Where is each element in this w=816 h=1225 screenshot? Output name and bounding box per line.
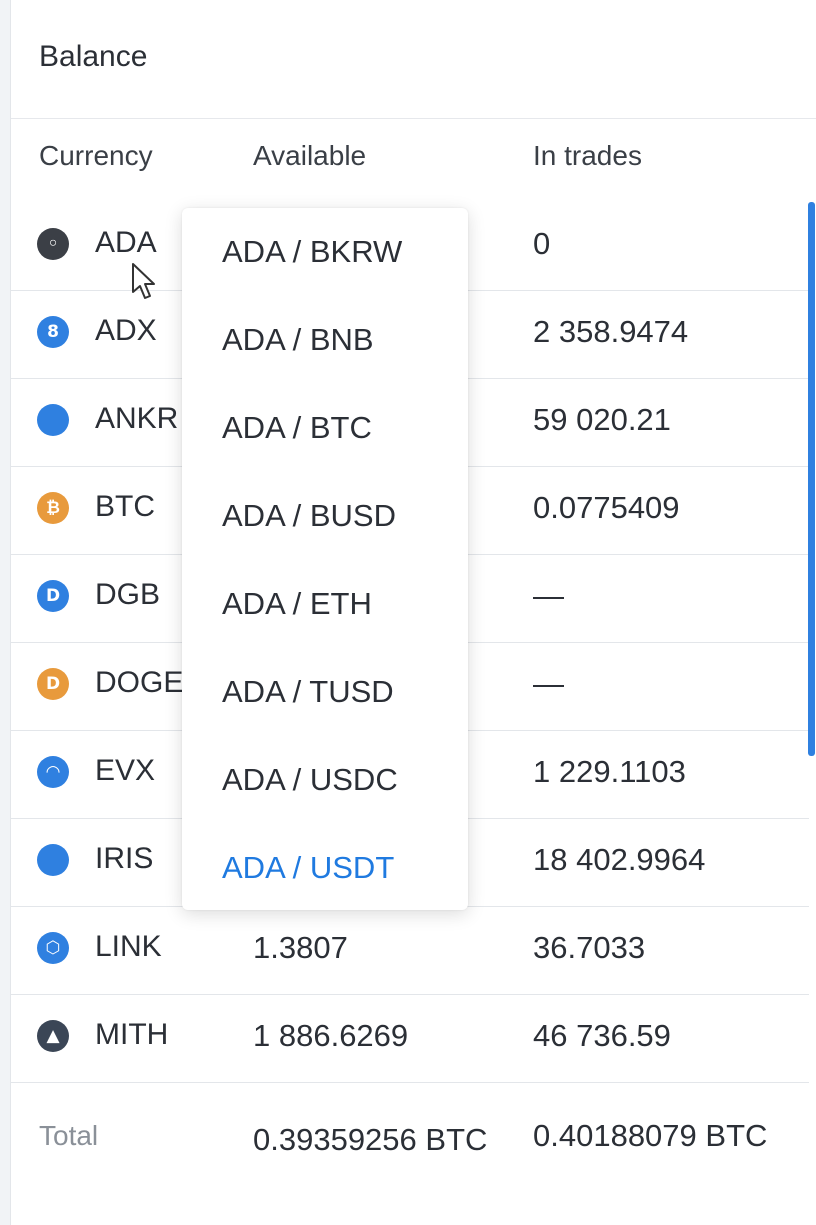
pair-option[interactable]: ADA / USDT — [222, 850, 395, 885]
column-header-available[interactable]: Available — [253, 140, 367, 171]
table-row[interactable]: ⬡ LINK 1.3807 36.7033 — [11, 906, 809, 995]
pair-option[interactable]: ADA / BTC — [222, 410, 372, 445]
pair-option[interactable]: ADA / ETH — [222, 586, 372, 621]
pair-dropdown-menu: ADA / BKRW ADA / BNB ADA / BTC ADA / BUSD AD… — [182, 208, 468, 910]
currency-name[interactable]: DGB — [95, 578, 161, 611]
pair-option[interactable]: ADA / TUSD — [222, 674, 394, 709]
table-scrollbar[interactable] — [808, 202, 815, 756]
table-row[interactable]: ANKR 59 020.21 — [11, 378, 809, 467]
currency-name[interactable]: BTC — [95, 490, 155, 523]
total-label: Total — [39, 1120, 99, 1151]
column-header-currency[interactable]: Currency — [39, 140, 153, 171]
balance-header: Balance — [11, 0, 816, 119]
in-trades-value: 46 736.59 — [533, 1018, 671, 1053]
panel-title: Balance — [39, 40, 148, 73]
total-in-trades: 0.40188079 BTC — [533, 1118, 768, 1153]
mith-coin-icon: ▲ — [37, 1020, 69, 1052]
pair-option[interactable]: ADA / USDC — [222, 762, 398, 797]
in-trades-value: 0.0775409 — [533, 490, 680, 525]
currency-name[interactable]: ADA — [95, 226, 157, 259]
currency-name[interactable]: LINK — [95, 930, 162, 963]
column-header-in-trades[interactable]: In trades — [533, 140, 642, 171]
in-trades-value: 59 020.21 — [533, 402, 671, 437]
pair-option[interactable]: ADA / BKRW — [222, 234, 403, 269]
evx-coin-icon: ◠ — [37, 756, 69, 788]
table-row[interactable]: ◦ ADA 0 — [11, 202, 809, 291]
in-trades-value: 36.7033 — [533, 930, 646, 965]
available-value: 1 886.6269 — [253, 1018, 409, 1053]
pair-option[interactable]: ADA / BUSD — [222, 498, 396, 533]
table-row[interactable]: IRIS 18 402.9964 — [11, 818, 809, 907]
dgb-coin-icon: D — [37, 580, 69, 612]
ankr-coin-icon — [37, 404, 69, 436]
in-trades-value: — — [533, 666, 564, 701]
mouse-pointer-icon — [132, 263, 155, 299]
adx-coin-icon: 8 — [37, 316, 69, 348]
total-available: 0.39359256 BTC — [253, 1122, 488, 1157]
balance-panel: Balance Currency Available In trades ◦ AD… — [10, 0, 816, 1225]
table-row[interactable]: ▲ MITH 1 886.6269 46 736.59 — [11, 994, 809, 1083]
currency-name[interactable]: EVX — [95, 754, 156, 787]
in-trades-value: — — [533, 578, 564, 613]
currency-name[interactable]: ANKR — [95, 402, 179, 435]
currency-name[interactable]: DOGE — [95, 666, 184, 699]
currency-name[interactable]: ADX — [95, 314, 157, 347]
ada-coin-icon: ◦ — [37, 228, 69, 260]
in-trades-value: 18 402.9964 — [533, 842, 706, 877]
pair-option[interactable]: ADA / BNB — [222, 322, 374, 357]
in-trades-value: 1 229.1103 — [533, 754, 686, 789]
doge-coin-icon: D — [37, 668, 69, 700]
currency-name[interactable]: MITH — [95, 1018, 169, 1051]
btc-coin-icon: ₿ — [37, 492, 69, 524]
in-trades-value: 2 358.9474 — [533, 314, 689, 349]
currency-name[interactable]: IRIS — [95, 842, 154, 875]
table-row[interactable]: ◠ EVX 1 229.1103 — [11, 730, 809, 819]
in-trades-value: 0 — [533, 226, 551, 261]
available-value: 1.3807 — [253, 930, 348, 965]
iris-coin-icon — [37, 844, 69, 876]
link-coin-icon: ⬡ — [37, 932, 69, 964]
